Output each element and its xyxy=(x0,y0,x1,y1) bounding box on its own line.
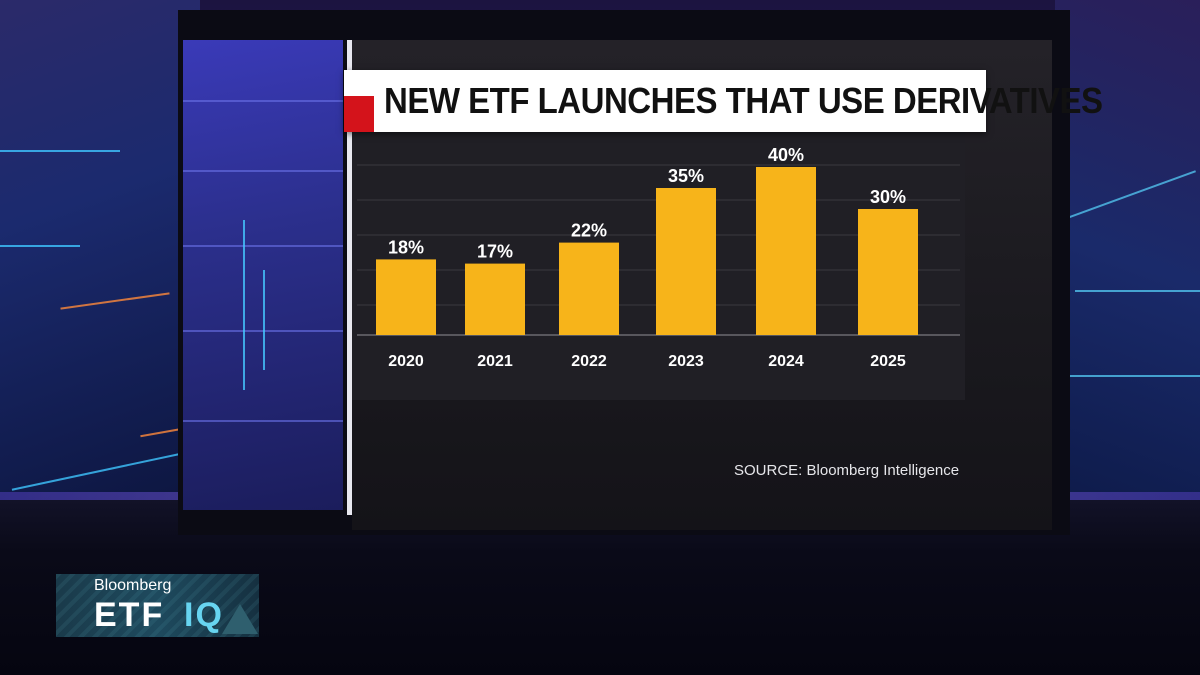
x-tick-label-2020: 2020 xyxy=(388,353,424,370)
bar-2022 xyxy=(559,242,619,335)
studio-left-wall xyxy=(0,0,200,500)
logo-brand: Bloomberg xyxy=(94,577,172,594)
logo-triangle-icon xyxy=(222,604,258,634)
panel-strip xyxy=(183,170,343,172)
bar-2021 xyxy=(465,263,525,335)
wall-light-strip xyxy=(1075,290,1200,292)
wall-light-strip xyxy=(0,150,120,152)
x-tick-label-2024: 2024 xyxy=(768,353,804,370)
bar-2024 xyxy=(756,167,816,335)
data-label-2022: 22% xyxy=(571,221,607,241)
studio-right-wall xyxy=(1055,0,1200,520)
chart-source: SOURCE: Bloomberg Intelligence xyxy=(734,462,960,479)
x-tick-label-2023: 2023 xyxy=(668,353,704,370)
wall-light-strip xyxy=(0,245,80,247)
data-label-2023: 35% xyxy=(668,166,704,186)
screen-divider xyxy=(347,40,352,515)
panel-strip xyxy=(183,420,343,422)
chart-title: NEW ETF LAUNCHES THAT USE DERIVATIVES xyxy=(384,80,1103,121)
panel-edge xyxy=(243,220,245,390)
chart-title-banner: NEW ETF LAUNCHES THAT USE DERIVATIVES xyxy=(344,70,1103,132)
data-label-2024: 40% xyxy=(768,145,804,165)
bar-2023 xyxy=(656,188,716,335)
video-wall-left-panel xyxy=(183,40,343,510)
panel-strip xyxy=(183,245,343,247)
wall-light-strip xyxy=(1055,375,1200,377)
title-accent-bar xyxy=(344,96,374,132)
panel-strip xyxy=(183,100,343,102)
x-tick-label-2022: 2022 xyxy=(571,353,607,370)
bar-2025 xyxy=(858,209,918,335)
data-label-2025: 30% xyxy=(870,187,906,207)
data-label-2021: 17% xyxy=(477,242,513,262)
x-tick-label-2021: 2021 xyxy=(477,353,513,370)
data-label-2020: 18% xyxy=(388,237,424,257)
bar-2020 xyxy=(376,259,436,335)
panel-edge xyxy=(263,270,265,370)
logo-show-name-iq: IQ xyxy=(184,596,224,634)
logo-show-name-etf: ETF xyxy=(94,596,165,634)
x-tick-label-2025: 2025 xyxy=(870,353,906,370)
